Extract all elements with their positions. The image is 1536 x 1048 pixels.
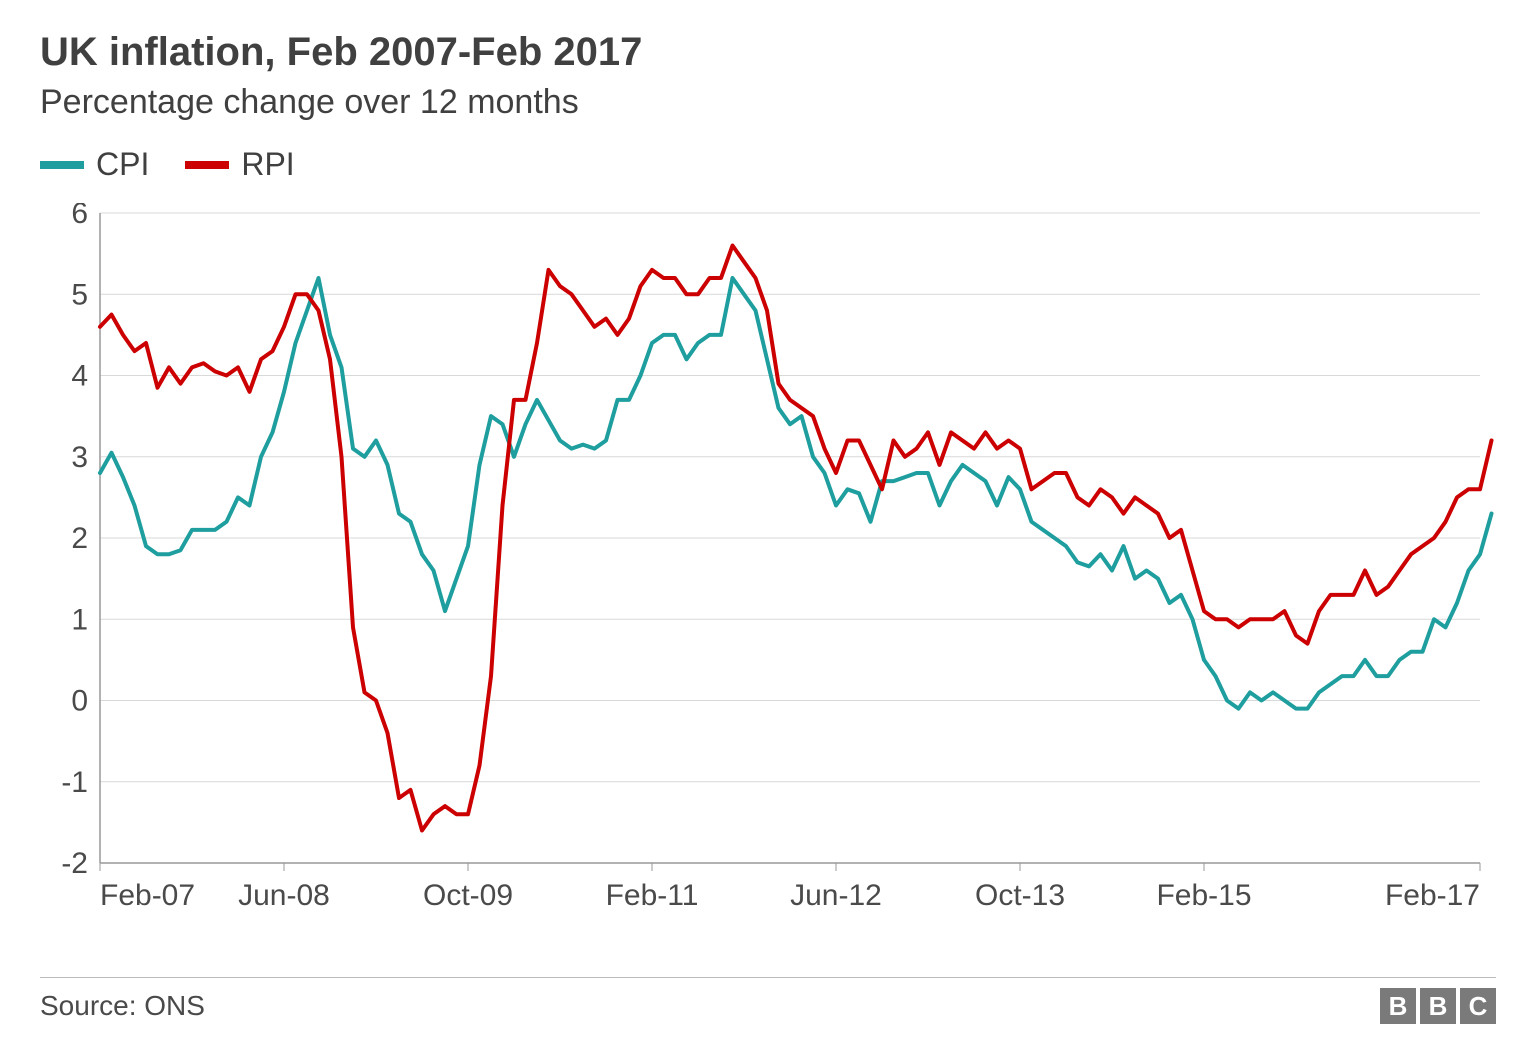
line-chart-svg: -2 -1 0 1 2 3 4 5 6 Feb-07 Jun-08 Oct-09 Feb-11 Jun-1…	[40, 203, 1496, 923]
svg-text:1: 1	[71, 603, 88, 636]
svg-text:Oct-09: Oct-09	[423, 879, 513, 912]
svg-text:Oct-13: Oct-13	[975, 879, 1065, 912]
legend-label: CPI	[96, 146, 149, 183]
chart-title: UK inflation, Feb 2007-Feb 2017	[40, 30, 1496, 75]
svg-text:Feb-07: Feb-07	[100, 879, 195, 912]
series-cpi	[100, 278, 1492, 709]
svg-text:6: 6	[71, 203, 88, 230]
legend-item-cpi: CPI	[40, 146, 149, 183]
bbc-logo: BBC	[1380, 988, 1496, 1024]
svg-text:4: 4	[71, 360, 88, 393]
svg-text:Jun-08: Jun-08	[238, 879, 330, 912]
svg-text:Feb-15: Feb-15	[1156, 879, 1251, 912]
svg-text:-2: -2	[61, 847, 88, 880]
svg-text:Feb-17: Feb-17	[1385, 879, 1480, 912]
legend-item-rpi: RPI	[185, 146, 294, 183]
svg-text:2: 2	[71, 522, 88, 555]
svg-text:5: 5	[71, 278, 88, 311]
chart-footer: Source: ONS BBC	[40, 977, 1496, 1024]
svg-text:Feb-11: Feb-11	[606, 879, 699, 912]
svg-text:3: 3	[71, 441, 88, 474]
legend-label: RPI	[241, 146, 294, 183]
legend-swatch	[40, 161, 84, 169]
bbc-logo-letter: B	[1380, 988, 1416, 1024]
source-label: Source: ONS	[40, 990, 205, 1022]
legend-swatch	[185, 161, 229, 169]
svg-text:0: 0	[71, 685, 88, 718]
chart-container: UK inflation, Feb 2007-Feb 2017 Percenta…	[0, 0, 1536, 1048]
bbc-logo-letter: B	[1420, 988, 1456, 1024]
legend: CPI RPI	[40, 146, 1496, 183]
svg-text:Jun-12: Jun-12	[790, 879, 882, 912]
svg-text:-1: -1	[61, 766, 88, 799]
chart-subtitle: Percentage change over 12 months	[40, 83, 1496, 122]
chart-area: -2 -1 0 1 2 3 4 5 6 Feb-07 Jun-08 Oct-09 Feb-11 Jun-1…	[40, 203, 1496, 928]
bbc-logo-letter: C	[1460, 988, 1496, 1024]
